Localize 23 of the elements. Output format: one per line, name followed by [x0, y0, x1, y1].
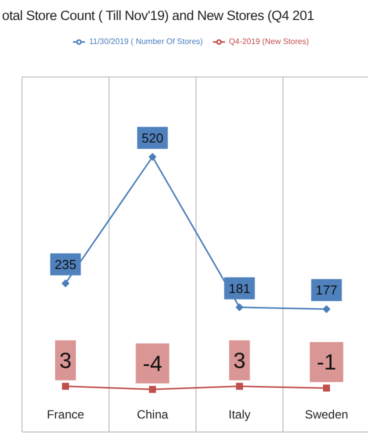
chart-title: otal Store Count ( Till Nov'19) and New Stores (Q4 201	[2, 8, 314, 23]
data-label: 3	[59, 348, 72, 373]
point	[149, 386, 156, 393]
point	[148, 152, 156, 161]
point	[236, 303, 244, 312]
point	[322, 305, 330, 314]
x-tick-label: Italy	[228, 408, 251, 422]
point	[323, 384, 330, 392]
data-label: -4	[142, 350, 162, 376]
x-tick-label: China	[136, 408, 168, 422]
point	[62, 382, 69, 390]
data-label: 181	[228, 280, 250, 296]
data-label: 177	[316, 282, 338, 298]
data-label: 3	[233, 348, 246, 373]
legend-label: 11/30/2019 ( Number Of Stores)	[89, 37, 203, 46]
x-tick-label: France	[46, 408, 84, 422]
data-label: -1	[316, 350, 336, 375]
data-label: 235	[54, 256, 76, 272]
legend-label: Q4-2019 (New Stores)	[228, 37, 309, 46]
data-label: 520	[142, 130, 164, 146]
point	[62, 279, 70, 288]
x-tick-label: Sweden	[304, 408, 348, 422]
point	[236, 382, 243, 390]
